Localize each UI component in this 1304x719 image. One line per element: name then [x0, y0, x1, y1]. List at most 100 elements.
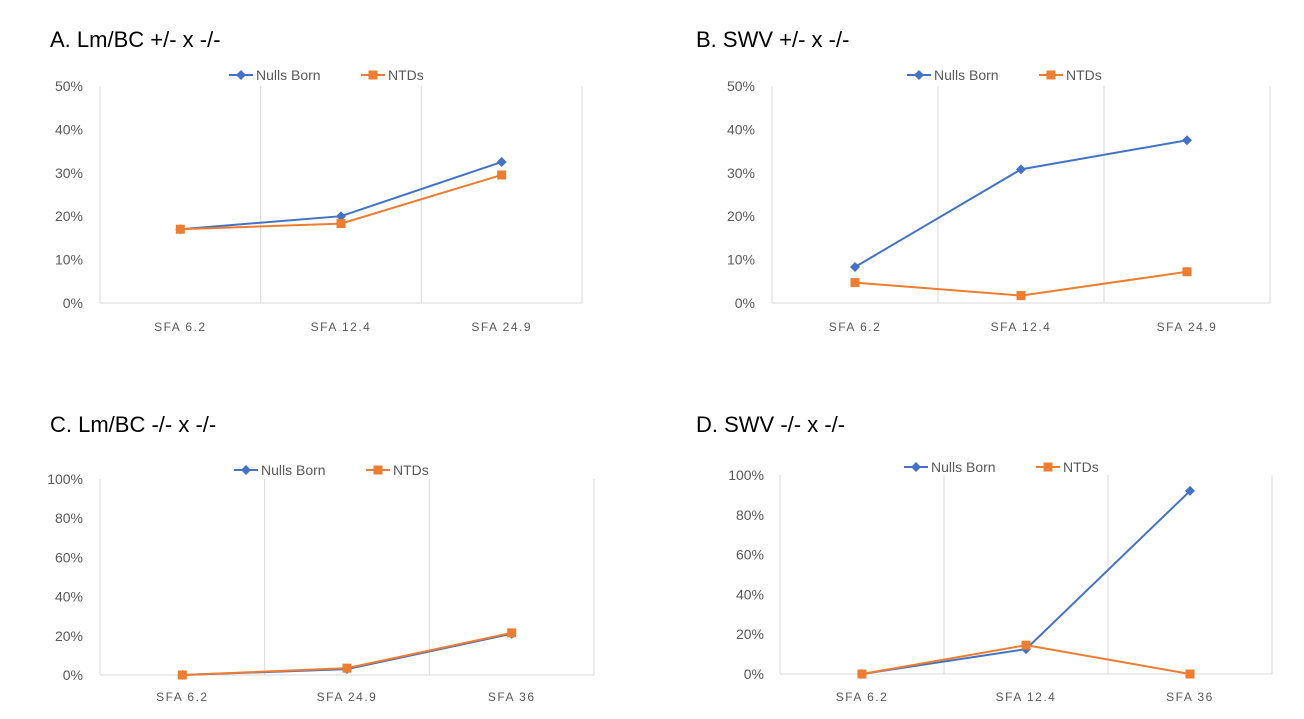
chart-svg: 0% 10% 20% 30% 40% 50% SFA 6.2 SFA 12.4 SFA 24.9…	[727, 67, 1271, 334]
y-tick-label: 30%	[55, 165, 83, 181]
legend-item: Nulls Born	[907, 67, 999, 83]
x-tick-label: SFA 12.4	[311, 320, 372, 334]
series-ntds	[175, 170, 507, 234]
legend: Nulls Born NTDs	[907, 67, 1102, 83]
y-tick-label: 20%	[55, 628, 83, 644]
series-nulls-born	[857, 485, 1195, 679]
chart-svg: 0% 20% 40% 60% 80% 100% SFA 6.2 SFA 12.4 SFA 36 N…	[728, 459, 1273, 704]
x-tick-label: SFA 12.4	[996, 690, 1057, 704]
x-tick-label: SFA 6.2	[836, 690, 889, 704]
x-tick-label: SFA 24.9	[317, 690, 378, 704]
data-point	[507, 628, 517, 638]
legend-marker	[368, 70, 378, 80]
legend-marker	[241, 465, 251, 475]
data-point	[850, 278, 860, 288]
series-line	[854, 139, 1188, 268]
y-tick-label: 40%	[55, 121, 83, 137]
series-nulls-born	[850, 135, 1192, 272]
chart-title: C. Lm/BC -/- x -/-	[50, 412, 217, 437]
data-point	[336, 219, 346, 229]
x-tick-label: SFA 6.2	[156, 690, 209, 704]
y-tick-label: 0%	[63, 295, 83, 311]
data-point	[1185, 669, 1195, 679]
legend-item: NTDs	[1039, 67, 1102, 83]
y-tick-label: 80%	[55, 510, 83, 526]
legend-label: Nulls Born	[934, 67, 999, 83]
data-point	[342, 663, 352, 673]
y-tick-label: 40%	[727, 121, 755, 137]
data-point	[1021, 640, 1031, 650]
x-tick-label: SFA 24.9	[1157, 320, 1218, 334]
y-tick-label: 40%	[736, 586, 764, 602]
data-point	[1016, 291, 1026, 301]
legend-label: NTDs	[388, 67, 424, 83]
x-tick-label: SFA 36	[1166, 690, 1214, 704]
y-tick-label: 0%	[735, 295, 755, 311]
y-tick-label: 30%	[727, 165, 755, 181]
legend-marker	[1046, 70, 1056, 80]
y-tick-label: 20%	[736, 626, 764, 642]
y-tick-label: 0%	[63, 667, 83, 683]
legend-item: NTDs	[361, 67, 424, 83]
x-tick-label: SFA 36	[488, 690, 536, 704]
y-tick-label: 100%	[47, 471, 83, 487]
legend-label: NTDs	[1063, 459, 1099, 475]
chart-title: A. Lm/BC +/- x -/-	[50, 27, 221, 52]
legend: Nulls Born NTDs	[229, 67, 424, 83]
data-point	[1182, 267, 1192, 277]
chart-panel-b: B. SWV +/- x -/- 0% 10% 20% 30% 40% 50% SFA 6.…	[652, 0, 1304, 360]
chart-panel-a: A. Lm/BC +/- x -/- 0% 10% 20% 30% 40% 50% SFA …	[0, 0, 652, 360]
data-point	[497, 170, 507, 180]
x-tick-label: SFA 6.2	[829, 320, 882, 334]
data-point	[336, 211, 346, 222]
legend: Nulls Born NTDs	[234, 462, 429, 478]
chart-panel-c: C. Lm/BC -/- x -/- 0% 20% 40% 60% 80% 100% SFA…	[0, 360, 652, 719]
data-point	[175, 224, 185, 234]
legend-marker	[1043, 462, 1053, 472]
y-tick-label: 60%	[736, 547, 764, 563]
legend-label: Nulls Born	[256, 67, 321, 83]
legend-label: Nulls Born	[261, 462, 326, 478]
y-tick-label: 100%	[728, 467, 764, 483]
y-tick-label: 60%	[55, 549, 83, 565]
legend-marker	[911, 462, 921, 472]
y-tick-label: 50%	[55, 78, 83, 94]
data-point	[496, 156, 507, 167]
series-ntds	[857, 640, 1195, 679]
x-tick-label: SFA 12.4	[991, 320, 1052, 334]
data-point	[850, 261, 860, 272]
chart-svg: 0% 20% 40% 60% 80% 100% SFA 6.2 SFA 24.9 SFA 36 N…	[47, 462, 595, 704]
data-point	[1185, 485, 1195, 496]
legend-item: Nulls Born	[234, 462, 326, 478]
legend-label: NTDs	[393, 462, 429, 478]
y-tick-label: 20%	[55, 208, 83, 224]
legend-item: Nulls Born	[904, 459, 996, 475]
y-tick-label: 10%	[727, 252, 755, 268]
legend-marker	[236, 70, 246, 80]
legend-item: Nulls Born	[229, 67, 321, 83]
legend: Nulls Born NTDs	[904, 459, 1099, 475]
series-ntds	[850, 267, 1192, 301]
legend-label: Nulls Born	[931, 459, 996, 475]
data-point	[1182, 135, 1192, 146]
y-tick-label: 10%	[55, 252, 83, 268]
legend-item: NTDs	[366, 462, 429, 478]
legend-marker	[914, 70, 924, 80]
data-point	[1016, 164, 1026, 175]
chart-title: D. SWV -/- x -/-	[696, 412, 846, 437]
y-tick-label: 50%	[727, 78, 755, 94]
y-tick-label: 20%	[727, 208, 755, 224]
x-tick-label: SFA 6.2	[154, 320, 207, 334]
data-point	[857, 669, 867, 679]
y-tick-label: 0%	[744, 666, 764, 682]
legend-marker	[373, 465, 383, 475]
chart-panel-d: D. SWV -/- x -/- 0% 20% 40% 60% 80% 100% SFA 6…	[652, 360, 1304, 719]
chart-title: B. SWV +/- x -/-	[696, 27, 850, 52]
legend-label: NTDs	[1066, 67, 1102, 83]
series-ntds	[177, 628, 517, 680]
legend-item: NTDs	[1036, 459, 1099, 475]
y-tick-label: 40%	[55, 589, 83, 605]
y-tick-label: 80%	[736, 507, 764, 523]
x-tick-label: SFA 24.9	[471, 320, 532, 334]
data-point	[177, 670, 187, 680]
